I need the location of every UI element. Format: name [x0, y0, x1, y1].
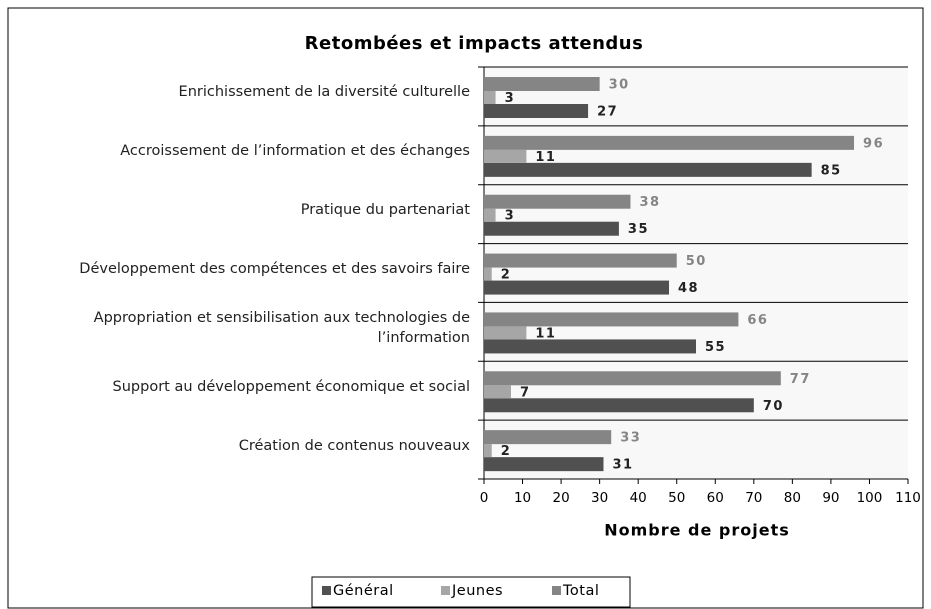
value-label: 85 — [821, 163, 842, 178]
bar — [484, 312, 739, 327]
x-tick-label: 90 — [822, 490, 839, 506]
legend-label: Jeunes — [451, 583, 503, 599]
x-tick-label: 80 — [784, 490, 801, 506]
value-label: 70 — [763, 399, 784, 414]
value-label: 48 — [678, 281, 699, 296]
bar — [484, 162, 812, 177]
bar — [484, 194, 631, 209]
value-label: 77 — [790, 372, 811, 387]
category-label: Support au développement économique et s… — [112, 378, 470, 395]
bar — [484, 77, 600, 91]
value-label: 11 — [535, 326, 556, 341]
value-label: 50 — [686, 254, 707, 269]
category-label: Pratique du partenariat — [300, 202, 470, 219]
legend — [311, 576, 631, 608]
category-label: Création de contenus nouveaux — [238, 437, 470, 454]
value-label: 96 — [863, 136, 884, 151]
x-tick-label: 40 — [630, 490, 647, 506]
bar — [484, 91, 496, 104]
value-label: 33 — [620, 431, 641, 446]
bar — [484, 457, 604, 472]
legend-swatch — [441, 586, 450, 595]
bar — [484, 104, 589, 118]
category-label: Appropriation et sensibilisation aux tec… — [93, 309, 470, 346]
value-label: 55 — [705, 340, 726, 355]
bar — [484, 326, 527, 340]
x-tick-label: 20 — [552, 490, 569, 506]
value-label: 66 — [747, 313, 768, 328]
bar — [484, 253, 677, 268]
bar — [484, 221, 619, 236]
x-tick-label: 0 — [480, 490, 489, 506]
x-tick-label: 30 — [591, 490, 608, 506]
value-label: 31 — [612, 458, 633, 473]
value-label: 3 — [505, 209, 516, 224]
legend-swatch — [552, 586, 561, 595]
legend-swatch — [322, 586, 331, 595]
x-tick-label: 70 — [745, 490, 762, 506]
value-label: 2 — [501, 268, 512, 283]
category-label: Accroissement de l’information et des éc… — [120, 143, 470, 160]
bar — [484, 135, 855, 150]
value-label: 35 — [628, 222, 649, 237]
bar — [484, 267, 492, 281]
category-label: Enrichissement de la diversité culturell… — [178, 84, 470, 101]
bar — [484, 371, 781, 386]
legend-label: Général — [333, 583, 394, 599]
category-label: Développement des compétences et des sav… — [79, 261, 470, 277]
chart-title: Retombées et impacts attendus — [305, 33, 644, 54]
value-label: 11 — [535, 150, 556, 165]
bar — [484, 339, 696, 354]
bar — [484, 430, 612, 445]
x-axis-title: Nombre de projets — [604, 521, 790, 540]
bar — [484, 398, 754, 413]
bar — [484, 444, 492, 458]
x-tick-label: 100 — [857, 490, 883, 506]
bar — [484, 208, 496, 222]
value-label: 27 — [597, 105, 618, 120]
value-label: 2 — [501, 444, 512, 459]
x-tick-label: 110 — [895, 490, 921, 506]
value-label: 38 — [639, 195, 660, 210]
plot-area — [484, 67, 908, 479]
bar — [484, 385, 511, 399]
x-tick-label: 10 — [514, 490, 531, 506]
value-label: 7 — [520, 385, 531, 400]
bar — [484, 280, 670, 295]
legend-label: Total — [562, 583, 599, 599]
x-tick-label: 60 — [707, 490, 724, 506]
value-label: 30 — [609, 78, 630, 93]
value-label: 3 — [505, 91, 516, 106]
x-tick-label: 50 — [668, 490, 685, 506]
bar — [484, 149, 527, 163]
